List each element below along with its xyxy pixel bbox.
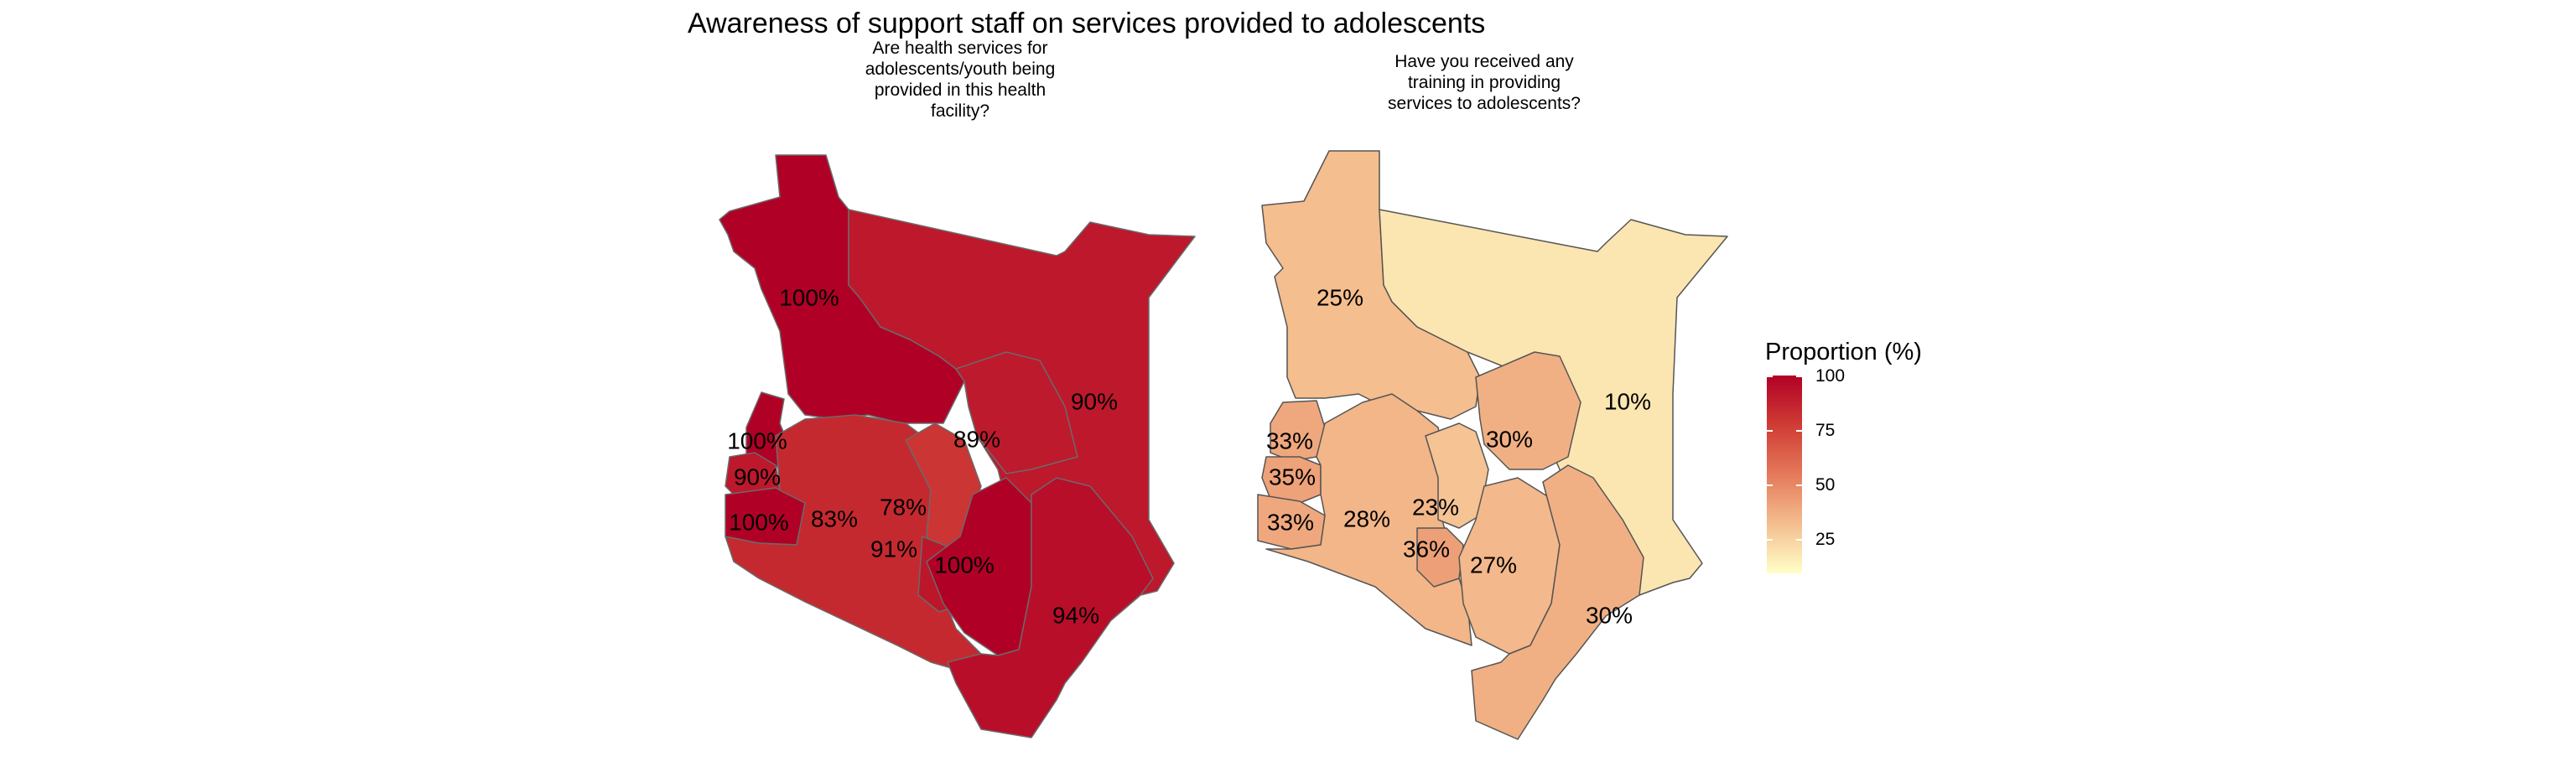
legend-tick-25-left [1767, 539, 1773, 541]
legend-label-50: 50 [1815, 475, 1836, 495]
right-label-central: 23% [1412, 494, 1459, 520]
right-map-southwest-region [1265, 393, 1472, 646]
legend-tick-100-right [1796, 376, 1802, 377]
right-label-west-middle: 35% [1269, 464, 1316, 490]
right-map-coastal-region [1471, 464, 1644, 740]
right-label-southeast-inner: 27% [1470, 552, 1517, 578]
legend-tick-25-right [1796, 539, 1802, 541]
right-map-central-east-region [1475, 351, 1581, 470]
legend-tick-50-right [1796, 484, 1802, 486]
right-label-west-upper: 33% [1266, 427, 1313, 453]
right-label-southwest: 28% [1343, 505, 1390, 531]
legend-label-25: 25 [1815, 530, 1836, 549]
left-label-central: 78% [880, 494, 927, 520]
legend-tick-100-left [1767, 376, 1773, 377]
legend-label-100: 100 [1815, 366, 1846, 386]
left-label-northeast: 90% [1071, 388, 1118, 414]
right-map: 25% 10% 30% 33% 35% 33% 28% 23% 36% 27% … [1257, 150, 1728, 740]
right-label-central-east: 30% [1486, 426, 1533, 452]
left-label-south-central: 91% [870, 536, 917, 562]
figure-title: Awareness of support staff on services p… [688, 8, 1486, 39]
right-label-west-lower: 33% [1267, 509, 1314, 535]
right-label-northwest: 25% [1317, 284, 1363, 310]
legend-tick-50-left [1767, 484, 1773, 486]
left-label-southeast-inner: 100% [934, 552, 995, 578]
left-map-coastal-region [947, 477, 1154, 738]
legend-tick-75-left [1767, 430, 1773, 432]
right-label-northeast: 10% [1604, 388, 1651, 414]
right-map-south-central-region [1416, 527, 1464, 588]
left-map-southwest-region [724, 414, 982, 671]
legend-tick-75-right [1796, 430, 1802, 432]
right-label-south-central: 36% [1403, 536, 1450, 562]
left-label-coastal: 94% [1052, 602, 1099, 628]
left-label-northwest: 100% [779, 284, 839, 310]
left-map: 100% 90% 89% 100% 90% 100% 83% 78% 91% 1… [719, 154, 1196, 738]
legend-title: Proportion (%) [1765, 339, 1922, 365]
left-map-subtitle: Are health services for adolescents/yout… [865, 39, 1056, 121]
right-map-northwest-region [1261, 150, 1481, 420]
right-map-subtitle: Have you received any training in provid… [1388, 52, 1581, 113]
left-label-west-middle: 90% [734, 464, 781, 490]
left-label-southwest: 83% [811, 505, 858, 531]
right-map-west-middle-region [1261, 456, 1322, 504]
left-map-central-east-region [955, 351, 1078, 474]
left-label-west-lower: 100% [729, 509, 789, 535]
right-label-coastal: 30% [1586, 602, 1633, 628]
left-label-central-east: 89% [953, 426, 1000, 452]
legend-color-bar [1767, 376, 1802, 573]
left-label-west-upper: 100% [727, 427, 787, 453]
legend-label-75: 75 [1815, 421, 1836, 440]
